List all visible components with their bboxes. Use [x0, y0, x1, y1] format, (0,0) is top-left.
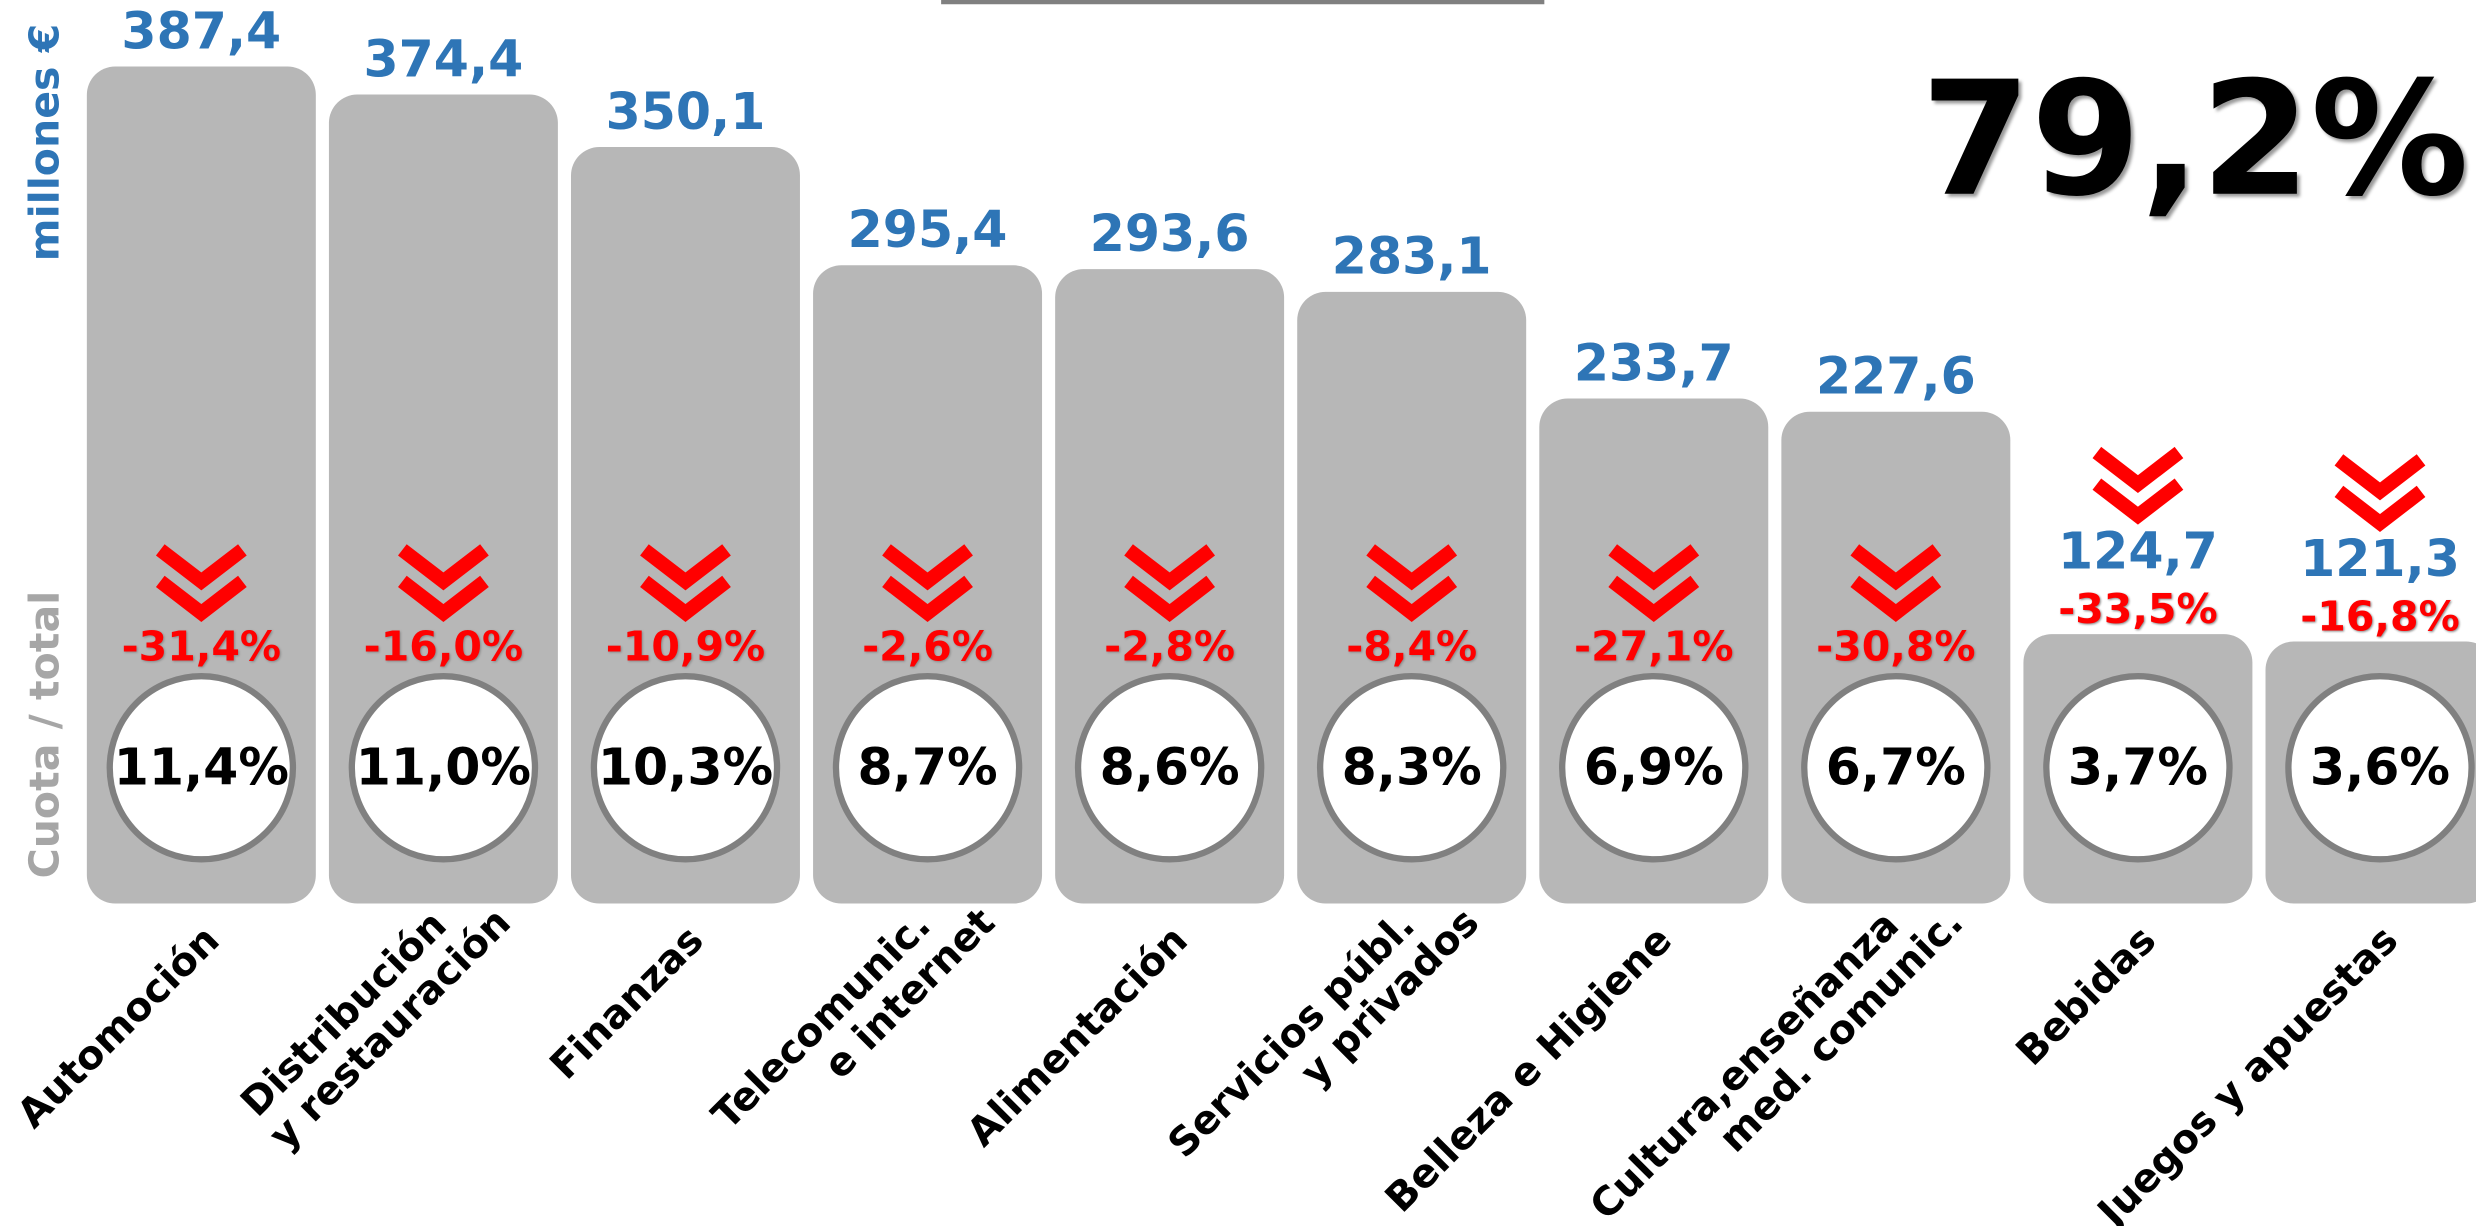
y-axis-label: millones € — [20, 24, 68, 262]
value-label: 124,7 — [2058, 522, 2218, 581]
share-circle — [2285, 673, 2475, 863]
share-label: 11,4% — [114, 737, 289, 796]
decline-arrow — [2334, 454, 2426, 532]
value-label: 350,1 — [606, 82, 766, 141]
share-label: 3,7% — [2068, 737, 2208, 796]
x-tick-label: Alimentación — [958, 917, 1196, 1155]
share-circle — [590, 673, 781, 863]
value-label: 293,6 — [1090, 204, 1250, 263]
x-tick-label: Bebidas — [2007, 917, 2165, 1075]
decline-arrow — [1608, 544, 1700, 622]
change-label: -16,0% — [364, 622, 523, 670]
decline-arrow — [640, 544, 731, 622]
x-tick-label: Distribucióny restauración — [229, 868, 519, 1158]
share-label: 11,0% — [356, 737, 531, 796]
share-circle — [106, 673, 297, 863]
decline-arrow — [1366, 544, 1458, 622]
decline-arrow — [155, 544, 247, 622]
share-label: 10,3% — [598, 737, 773, 796]
share-label: 3,6% — [2310, 737, 2450, 796]
value-label: 295,4 — [848, 200, 1008, 259]
change-label: -2,6% — [862, 622, 993, 670]
decline-arrow — [1124, 544, 1216, 622]
value-label: 283,1 — [1332, 227, 1492, 286]
share-circle — [2043, 673, 2233, 863]
change-label: -16,8% — [2300, 592, 2459, 640]
x-tick-label: Cultura,enseñanzamed. comunic. — [1581, 868, 1972, 1226]
decline-arrow — [882, 544, 973, 622]
value-label: 233,7 — [1574, 333, 1734, 392]
decline-arrow — [398, 544, 489, 622]
change-label: -27,1% — [1574, 622, 1733, 670]
share-circle — [1074, 673, 1265, 863]
value-label: 387,4 — [121, 1, 281, 60]
share-label: 6,7% — [1826, 737, 1966, 796]
share-label: 8,3% — [1342, 737, 1482, 796]
decline-arrow — [2092, 446, 2184, 525]
x-tick-label: Finanzas — [541, 917, 712, 1088]
change-label: -33,5% — [2058, 585, 2217, 633]
decline-arrow — [1850, 544, 1942, 622]
x-tick-label: Automoción — [9, 917, 229, 1137]
share-label: 6,9% — [1584, 737, 1724, 796]
value-label: 374,4 — [364, 29, 524, 88]
share-circle — [832, 673, 1023, 863]
share-circle — [348, 673, 539, 863]
y2-axis-label: Cuota / total — [20, 591, 68, 879]
share-label: 8,7% — [857, 737, 997, 796]
share-circle — [1801, 673, 1991, 863]
value-label: 227,6 — [1816, 347, 1976, 406]
change-label: -30,8% — [1816, 622, 1975, 670]
value-label: 121,3 — [2300, 529, 2460, 588]
total-share: 79,2% — [1921, 48, 2469, 232]
change-label: -31,4% — [122, 622, 281, 670]
change-label: -2,8% — [1104, 622, 1235, 670]
change-label: -10,9% — [606, 622, 765, 670]
share-circle — [1316, 673, 1507, 863]
change-label: -8,4% — [1346, 622, 1477, 670]
share-circle — [1559, 673, 1749, 863]
share-label: 8,6% — [1100, 737, 1240, 796]
